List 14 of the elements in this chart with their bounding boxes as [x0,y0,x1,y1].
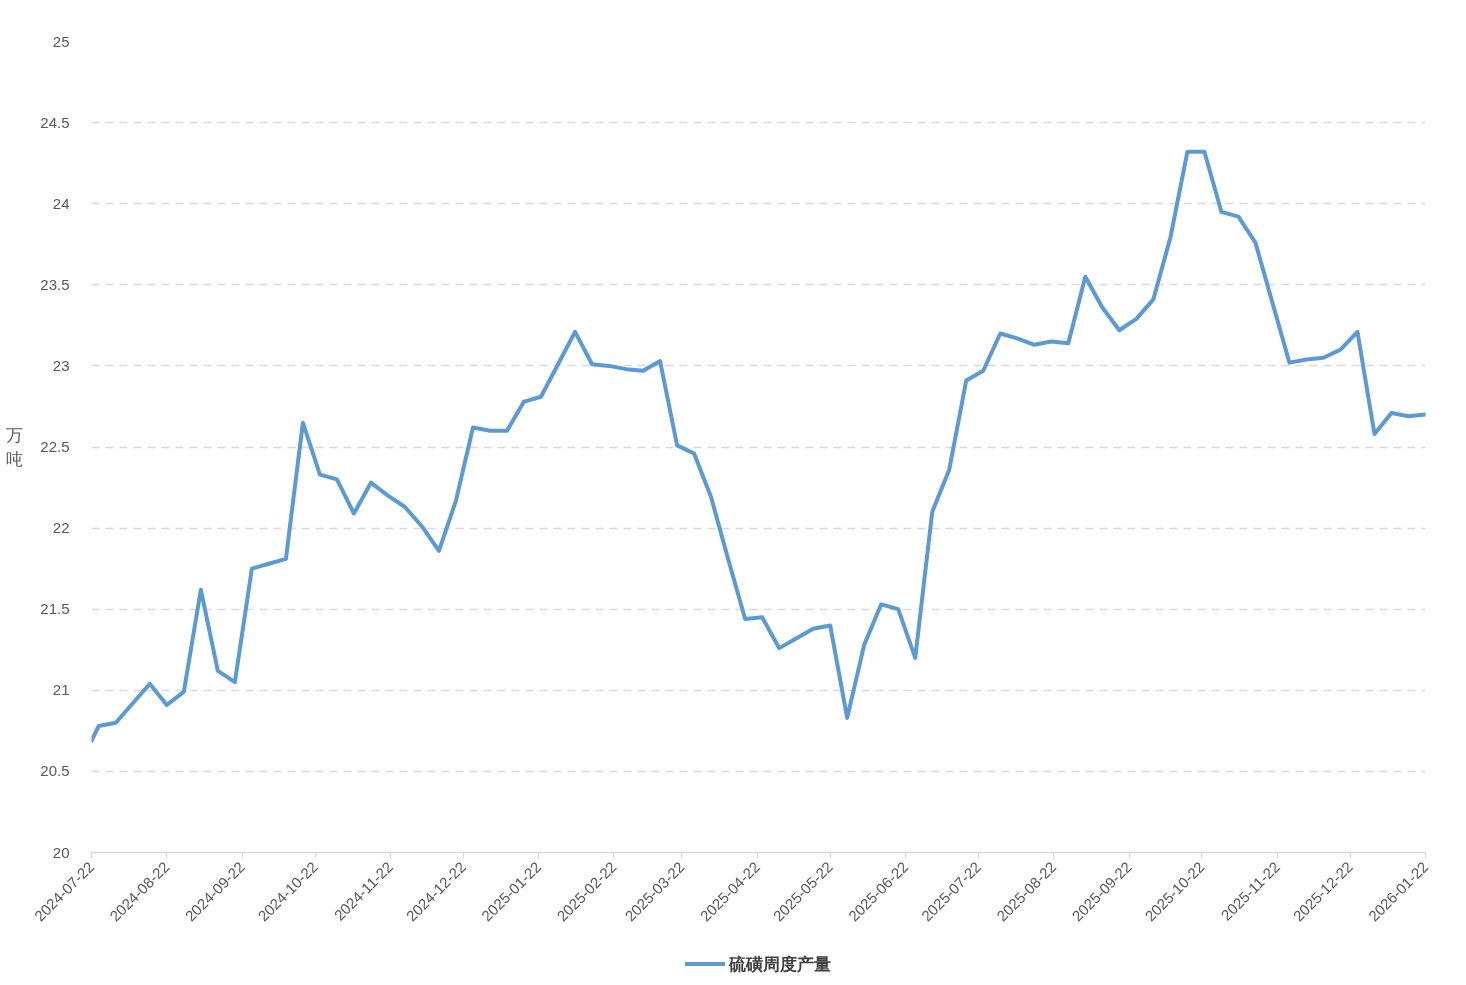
y-tick-label: 23 [52,356,70,374]
y-tick-label: 21.5 [40,600,70,618]
y-tick-label: 22.5 [40,438,70,455]
y-tick-label: 24.5 [40,113,70,131]
line-series [91,149,1426,743]
y-axis-title: 万吨 [6,425,24,469]
y-tick-label: 21 [52,681,70,699]
y-tick-label: 25 [52,32,70,50]
y-tick-label: 22 [52,519,70,537]
y-tick-label: 23.5 [40,275,70,293]
y-tick-label: 20 [52,843,70,861]
y-tick-label: 20.5 [40,762,70,780]
y-tick-label: 24 [52,194,70,212]
legend-label: 硫磺周度产量 [729,952,831,975]
